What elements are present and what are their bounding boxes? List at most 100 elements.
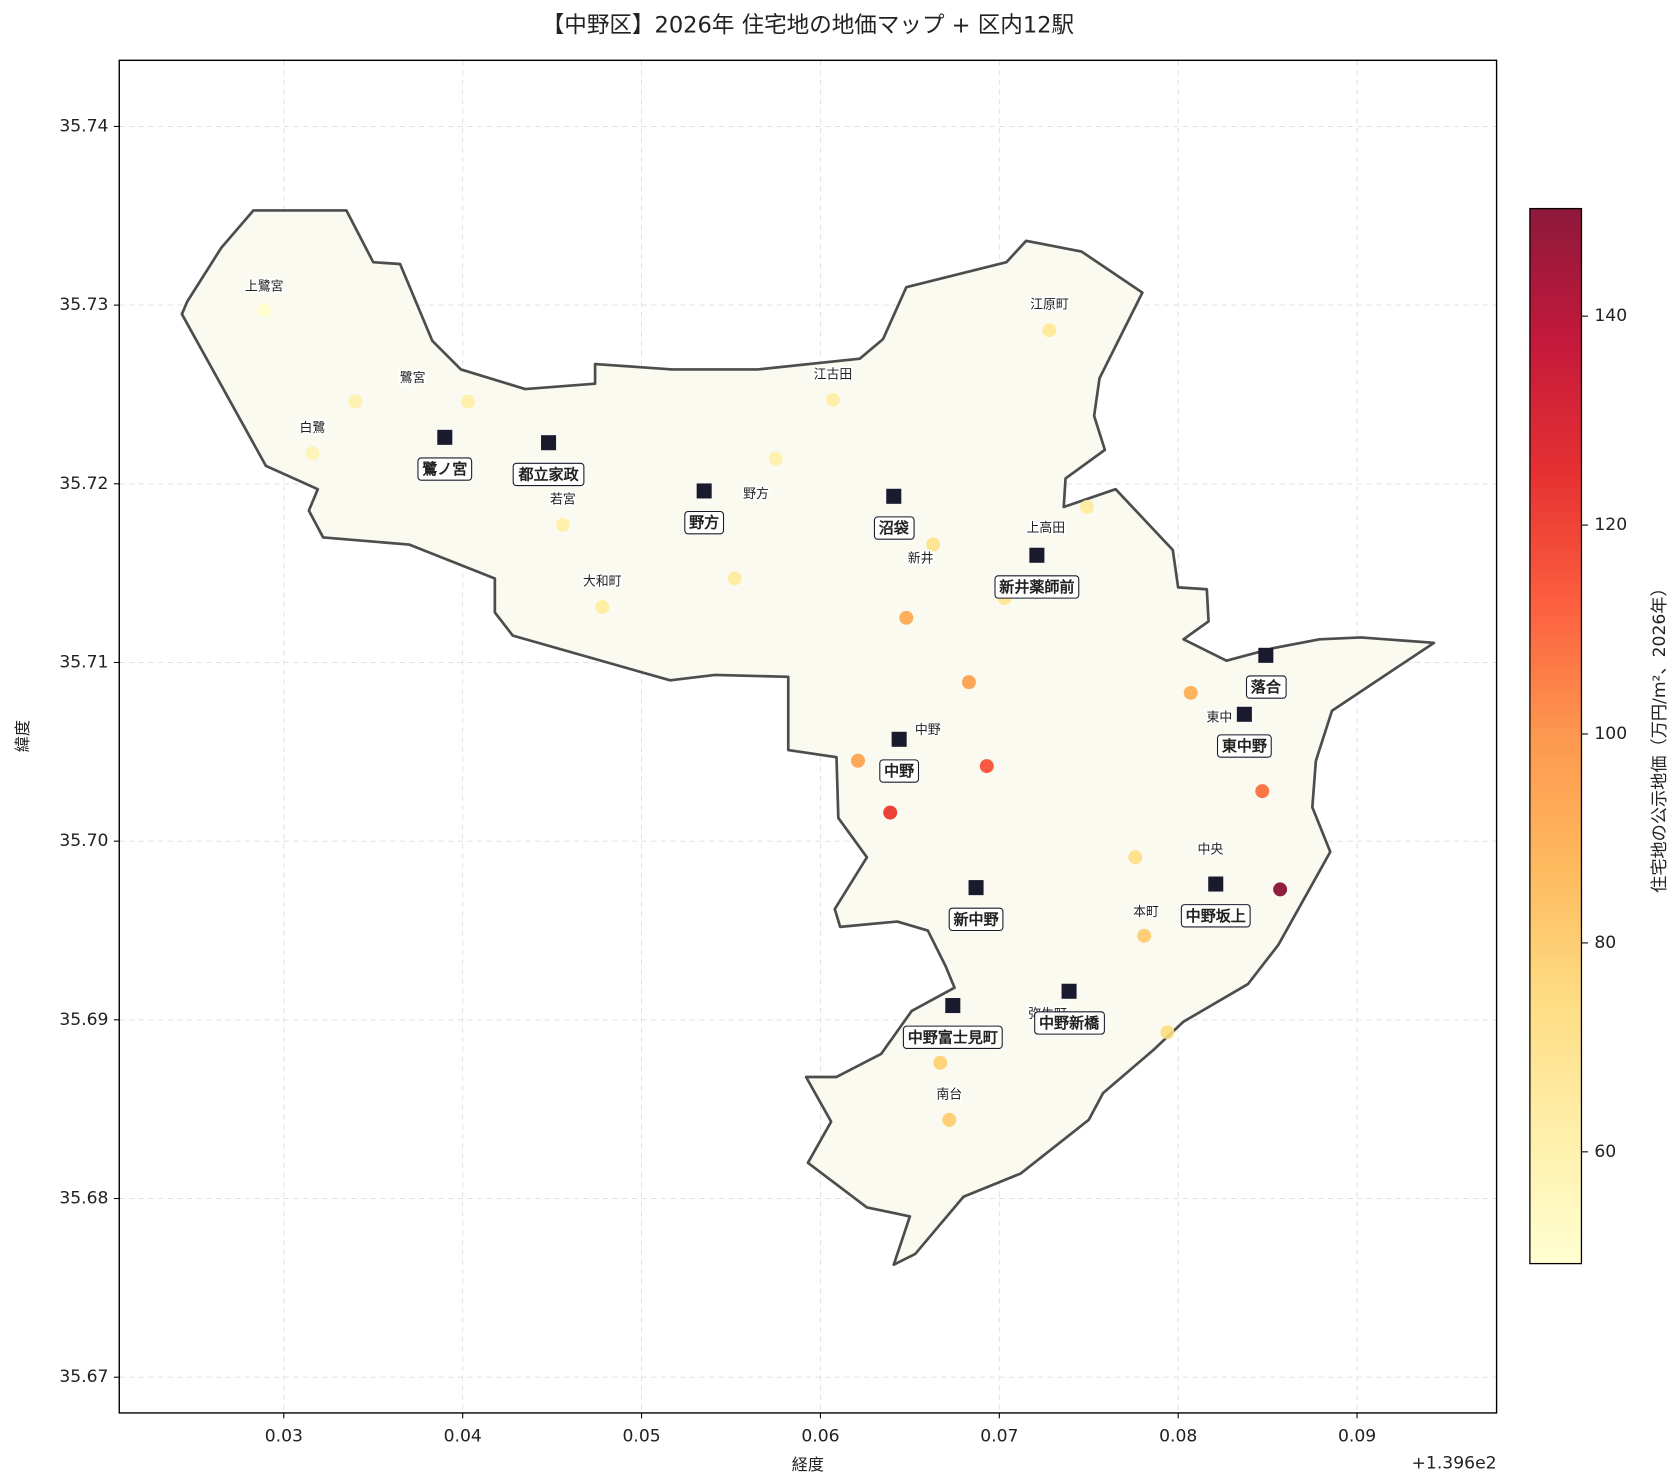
y-tick-label: 35.67 [59,1367,108,1387]
area-label: 江古田 [814,367,853,382]
x-tick-label: 0.06 [801,1427,839,1447]
station-label-box [902,1025,1003,1049]
station-label: 東中野 [1222,737,1267,755]
station-label: 中野富士見町 [908,1028,998,1046]
area-label: 鷺宮 [400,370,426,386]
station-label-box [417,457,473,481]
station-marker [891,731,907,747]
land-price-point [1255,784,1270,799]
area-label: 中央 [1198,843,1224,858]
station-marker [945,998,961,1014]
station-label: 落合 [1251,678,1282,696]
land-price-point [1128,850,1143,865]
station-label-box [873,516,915,540]
station-label: 鷺ノ宮 [422,460,467,478]
x-tick-label: 0.05 [622,1427,660,1447]
x-tick-label: 0.08 [1159,1427,1197,1447]
station-marker [1029,547,1045,563]
station-label: 新井薬師前 [999,578,1074,596]
colorbar-tick-label: 100 [1594,724,1627,744]
x-tick-label: 0.09 [1338,1427,1376,1447]
station-label-box [1034,1011,1105,1035]
station-label: 中野新橋 [1039,1014,1100,1032]
colorbar-tick-label: 80 [1594,933,1616,953]
land-price-point [595,600,610,615]
station-label-box [879,759,920,783]
station-marker [1208,876,1224,892]
chart-title: 【中野区】2026年 住宅地の地価マップ + 区内12駅 [542,12,1074,38]
land-price-point [1160,1025,1175,1040]
axes-frame [118,59,1498,1414]
station-marker [437,429,453,445]
land-price-point [257,303,272,318]
area-label: 南台 [936,1086,962,1102]
area-label: 東中 [1206,709,1232,725]
land-price-point [825,392,840,407]
station-label: 野方 [689,514,719,532]
station-marker [1258,647,1274,663]
station-label-box [1216,734,1272,758]
land-price-point [461,394,476,409]
station-label-box [684,510,725,535]
area-label: 本町 [1133,905,1159,920]
y-tick-label: 35.70 [59,831,108,851]
x-tick-label: 0.04 [444,1427,482,1447]
land-price-point [1079,500,1094,515]
land-price-point [883,805,898,820]
area-label: 若宮 [550,491,576,507]
land-price-point [979,759,994,774]
land-price-point [727,571,742,586]
x-tick-label: 0.03 [265,1427,303,1447]
area-label: 江原町 [1030,298,1069,313]
land-price-point [899,610,914,625]
station-label-box [1180,904,1251,928]
area-label: 大和町 [583,575,622,590]
land-price-point [926,537,941,552]
land-price-point [961,675,976,690]
y-tick-label: 35.72 [59,474,108,494]
station-label: 中野坂上 [1186,907,1246,925]
colorbar-tick-label: 140 [1594,306,1627,326]
area-label: 上高田 [1026,520,1065,536]
land-price-point [555,517,570,532]
colorbar-label: 住宅地の公示地価（万円/m²、2026年） [1650,579,1670,893]
station-marker [1061,983,1077,999]
station-label-box [948,907,1004,932]
station-label-box [512,462,585,487]
colorbar-tick-label: 120 [1594,515,1627,535]
y-tick-label: 35.74 [59,116,108,136]
plot-area: 上鷺宮鷺宮白鷺若宮大和町江古田江原町野方新井上高田中野東中中央本町弥生町南台鷺ノ… [119,60,1497,1413]
station-label-box [994,575,1080,599]
ward-boundary [180,209,1436,1267]
land-price-point [851,753,865,768]
land-price-point [1042,323,1057,338]
y-tick-label: 35.71 [59,652,108,672]
x-axis-label: 経度 [792,1455,824,1474]
area-label: 新井 [908,550,934,566]
land-price-point [1137,928,1152,943]
area-label: 野方 [743,486,769,502]
land-price-point [305,446,320,461]
station-marker [696,483,712,499]
land-price-point [1273,882,1288,897]
station-marker [1236,706,1252,722]
y-axis-label: 緯度 [13,720,32,752]
station-marker [886,488,902,504]
land-price-point [942,1112,957,1127]
y-tick-label: 35.69 [59,1010,108,1030]
colorbar-tick-label: 60 [1594,1142,1616,1162]
area-label: 上鷺宮 [245,279,284,295]
colorbar [1529,207,1583,1265]
station-label: 沼袋 [879,519,910,537]
station-label: 中野 [884,762,914,780]
station-marker [968,880,984,896]
land-price-point [1183,685,1198,700]
station-label: 新中野 [954,910,999,928]
area-label: 中野 [915,723,941,738]
y-tick-label: 35.73 [59,295,108,315]
station-label-box [1245,675,1287,699]
land-price-point [348,394,363,409]
station-label: 都立家政 [517,465,579,483]
